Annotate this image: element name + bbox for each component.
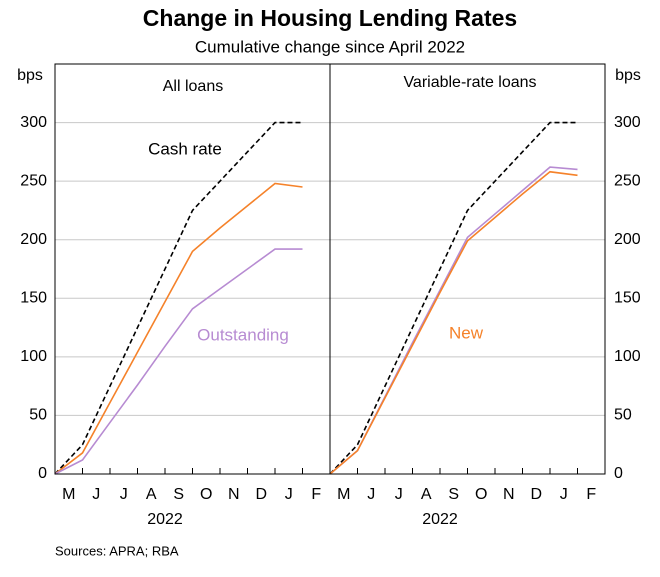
x-tick-label: J bbox=[120, 486, 128, 503]
x-tick-label: S bbox=[173, 486, 184, 503]
x-tick-label: J bbox=[92, 486, 100, 503]
x-tick-label: D bbox=[530, 486, 542, 503]
y-tick-label: 50 bbox=[29, 407, 47, 424]
y-tick-label: 0 bbox=[614, 465, 623, 482]
series-line bbox=[54, 121, 303, 475]
source-note: Sources: APRA; RBA bbox=[55, 543, 179, 558]
y-tick-label: 300 bbox=[20, 114, 47, 131]
y-tick-label: 250 bbox=[20, 172, 47, 189]
y-tick-label: 100 bbox=[20, 348, 47, 365]
series-line bbox=[54, 182, 303, 475]
chart-subtitle: Cumulative change since April 2022 bbox=[195, 37, 465, 56]
series-line bbox=[329, 170, 578, 475]
x-axis-label: 2022 bbox=[147, 511, 183, 528]
x-tick-label: A bbox=[421, 486, 432, 503]
x-tick-label: N bbox=[228, 486, 240, 503]
y-tick-label: 250 bbox=[614, 172, 641, 189]
x-tick-label: O bbox=[475, 486, 487, 503]
panel-title: All loans bbox=[163, 78, 223, 95]
series-line bbox=[329, 166, 578, 475]
x-tick-label: M bbox=[337, 486, 350, 503]
x-tick-label: S bbox=[448, 486, 459, 503]
series-label: Cash rate bbox=[148, 139, 222, 158]
y-axis-label: bps bbox=[615, 67, 641, 84]
y-tick-label: 50 bbox=[614, 407, 632, 424]
y-tick-label: 150 bbox=[614, 290, 641, 307]
y-axis-label: bps bbox=[17, 67, 43, 84]
y-tick-label: 200 bbox=[614, 231, 641, 248]
series-line bbox=[54, 248, 303, 475]
x-tick-label: D bbox=[255, 486, 267, 503]
x-tick-label: J bbox=[367, 486, 375, 503]
y-tick-label: 150 bbox=[20, 290, 47, 307]
y-tick-label: 300 bbox=[614, 114, 641, 131]
x-tick-label: O bbox=[200, 486, 212, 503]
x-axis-label: 2022 bbox=[422, 511, 458, 528]
y-tick-label: 200 bbox=[20, 231, 47, 248]
panel-title: Variable-rate loans bbox=[403, 74, 536, 91]
x-tick-label: F bbox=[586, 486, 596, 503]
series-label: New bbox=[449, 323, 484, 342]
chart-title: Change in Housing Lending Rates bbox=[143, 5, 517, 31]
series-line bbox=[329, 121, 578, 475]
x-tick-label: F bbox=[311, 486, 321, 503]
x-tick-label: J bbox=[560, 486, 568, 503]
x-tick-label: N bbox=[503, 486, 515, 503]
x-tick-label: M bbox=[62, 486, 75, 503]
series-label: Outstanding bbox=[197, 325, 289, 344]
x-tick-label: A bbox=[146, 486, 157, 503]
y-tick-label: 0 bbox=[38, 465, 47, 482]
x-tick-label: J bbox=[395, 486, 403, 503]
marks-layer bbox=[54, 121, 578, 475]
y-tick-label: 100 bbox=[614, 348, 641, 365]
x-tick-label: J bbox=[285, 486, 293, 503]
